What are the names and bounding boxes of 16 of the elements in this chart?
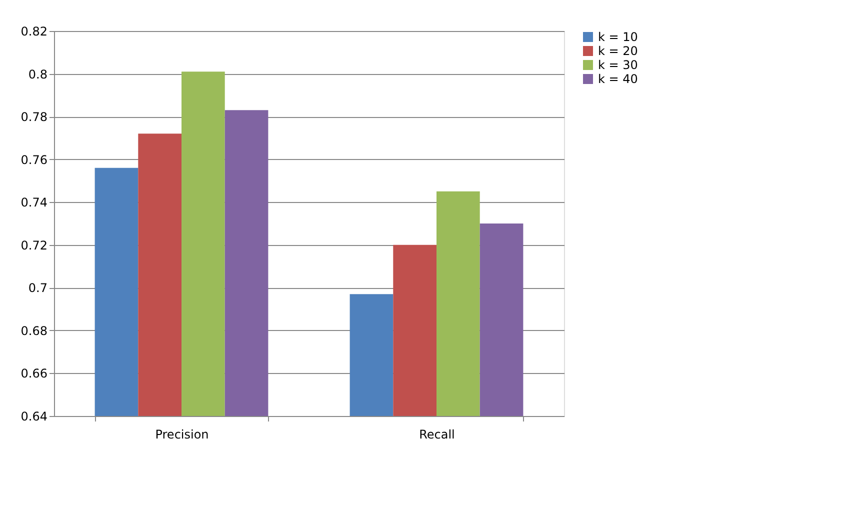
y-tick-label: 0.78 (20, 110, 48, 124)
y-tick-label: 0.82 (20, 24, 48, 38)
y-tick-label: 0.64 (20, 410, 48, 424)
x-tick-label: Recall (419, 428, 455, 442)
y-tick-label: 0.7 (28, 281, 48, 296)
x-tick-label: Precision (155, 428, 209, 442)
y-tick-label: 0.72 (20, 238, 48, 252)
y-tick-label: 0.8 (28, 67, 48, 82)
y-tick-label: 0.68 (20, 324, 48, 338)
y-tick-label: 0.74 (20, 196, 48, 210)
legend-label: k = 20 (598, 44, 638, 58)
y-tick-label: 0.66 (20, 366, 48, 381)
legend-label: k = 30 (598, 58, 638, 72)
legend-label: k = 40 (598, 72, 638, 86)
y-tick-label: 0.76 (20, 152, 48, 167)
legend-label: k = 10 (598, 30, 638, 44)
